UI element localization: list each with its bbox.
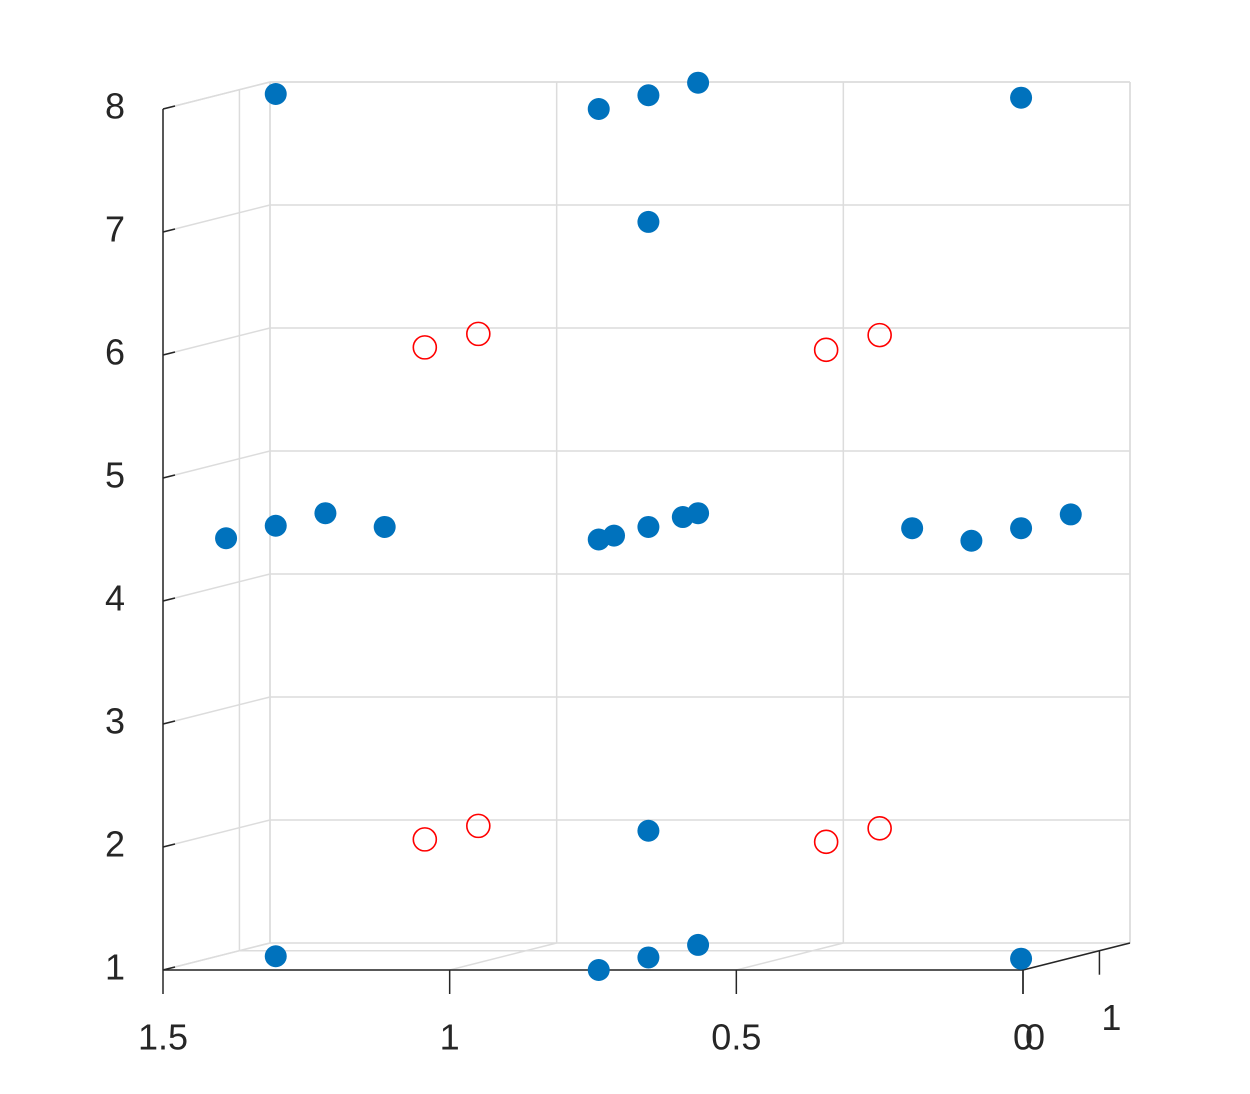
point	[466, 813, 491, 839]
point	[687, 502, 710, 525]
z-tick	[162, 474, 176, 479]
point	[264, 945, 287, 968]
grid-line	[162, 573, 271, 602]
y-tick-label: 1	[1101, 997, 1121, 1038]
point	[412, 827, 438, 852]
z-tick-label: 4	[105, 578, 125, 619]
box-edge	[162, 81, 271, 110]
point	[637, 819, 660, 842]
z-tick-label: 1	[105, 947, 125, 988]
z-tick-label: 3	[105, 701, 125, 742]
z-tick-label: 7	[105, 209, 125, 250]
grid-line	[449, 942, 557, 971]
point	[587, 98, 610, 120]
point	[813, 337, 839, 363]
point	[637, 515, 660, 538]
point	[687, 933, 710, 956]
point	[373, 515, 396, 538]
point	[637, 210, 660, 233]
z-tick	[162, 597, 176, 602]
grid-line	[162, 819, 271, 848]
grid-line	[162, 942, 271, 971]
point	[901, 517, 924, 540]
point	[314, 502, 337, 525]
grid-line	[736, 942, 844, 971]
grid-line	[162, 327, 271, 356]
z-tick	[162, 105, 176, 110]
grid-line	[162, 696, 271, 725]
point	[1010, 86, 1033, 109]
z-tick	[162, 966, 176, 971]
z-tick	[162, 843, 176, 848]
point	[1010, 517, 1033, 540]
x-tick-label: 0	[1013, 1017, 1033, 1058]
point	[1059, 503, 1082, 526]
point	[1010, 947, 1033, 970]
y-tick-label: 0	[1025, 1017, 1045, 1058]
point	[264, 514, 287, 537]
grid-line	[162, 450, 271, 479]
point	[264, 83, 287, 106]
point	[637, 946, 660, 969]
z-tick-label: 5	[105, 455, 125, 496]
z-tick-label: 8	[105, 86, 125, 127]
z-tick	[162, 720, 176, 725]
y-axis	[1022, 942, 1131, 971]
x-tick-label: 1	[440, 1017, 460, 1058]
point	[215, 527, 238, 550]
point	[687, 71, 710, 94]
point	[587, 959, 610, 981]
point	[867, 816, 892, 841]
z-tick-label: 6	[105, 332, 125, 373]
x-tick-label: 0.5	[711, 1017, 761, 1058]
point	[867, 322, 892, 348]
z-tick	[162, 228, 176, 233]
point	[603, 524, 626, 547]
point	[637, 84, 660, 107]
x-tick-label: 1.5	[138, 1017, 188, 1058]
point	[813, 829, 839, 855]
z-tick	[162, 351, 176, 356]
point	[466, 321, 491, 347]
point	[412, 335, 438, 360]
point	[960, 529, 983, 552]
z-tick-label: 2	[105, 824, 125, 865]
grid-line	[162, 204, 271, 233]
